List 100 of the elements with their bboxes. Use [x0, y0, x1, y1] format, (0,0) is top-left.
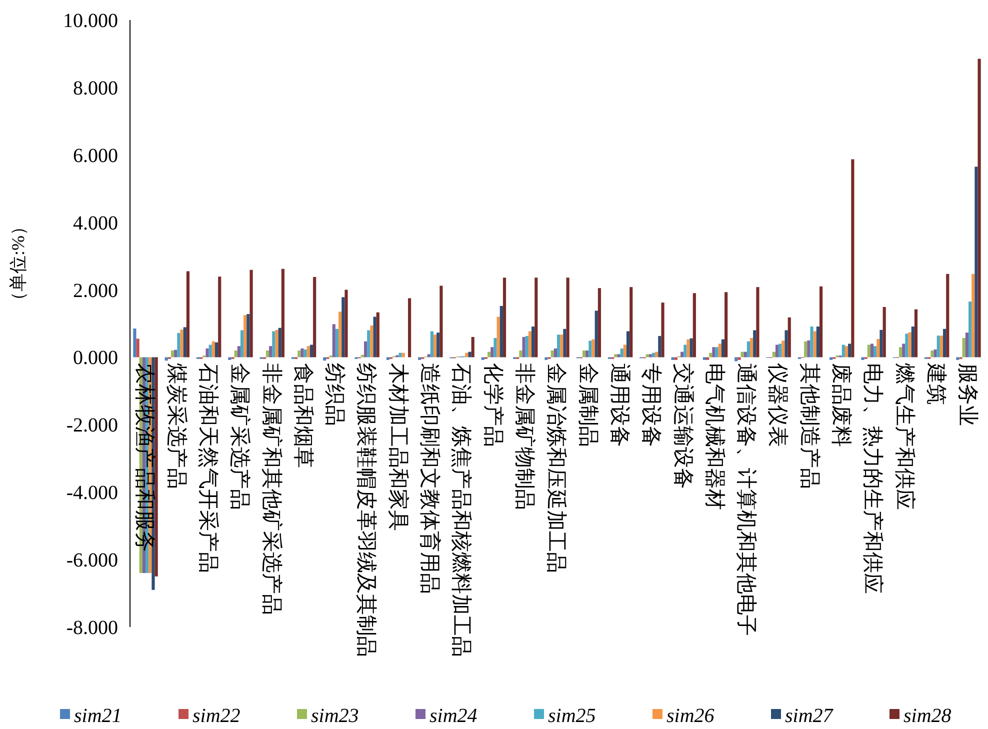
bar — [566, 278, 570, 358]
bar — [310, 344, 314, 358]
bar — [436, 332, 440, 358]
bar — [861, 357, 864, 360]
bar — [661, 302, 664, 358]
bar — [373, 316, 376, 358]
y-tick-label: -2.000 — [66, 414, 118, 437]
bar — [269, 346, 272, 358]
bar — [304, 349, 307, 358]
bar — [532, 326, 535, 358]
bar — [830, 357, 833, 360]
bar — [376, 312, 380, 358]
bar — [778, 344, 782, 358]
y-tick-label: 6.000 — [73, 144, 118, 167]
x-tick-label: 通信设备、计算机和其他电子 — [734, 363, 759, 636]
bar — [753, 330, 756, 358]
bar — [962, 338, 966, 358]
bar — [882, 306, 886, 358]
x-tick-label: 燃气生产和供应 — [892, 363, 917, 510]
bar — [544, 357, 548, 360]
bar — [490, 347, 494, 358]
legend-label: sim24 — [430, 705, 478, 727]
legend-label: sim28 — [904, 705, 952, 727]
x-tick-label: 造纸印刷和文教体育用品 — [418, 363, 442, 594]
bar — [250, 270, 253, 358]
bar — [965, 332, 968, 358]
bar — [344, 290, 348, 358]
bar — [724, 292, 728, 358]
bar — [756, 287, 760, 358]
bar — [684, 344, 687, 358]
legend-label: sim23 — [311, 705, 359, 727]
y-axis-title: （单位:%） — [8, 218, 28, 310]
bar — [332, 324, 336, 358]
bar — [206, 348, 209, 358]
bar — [974, 166, 978, 358]
bar — [788, 317, 791, 358]
y-tick-label: -4.000 — [66, 482, 118, 504]
bar — [623, 344, 626, 358]
x-tick-label: 仪器仪表 — [766, 363, 790, 448]
bar — [170, 350, 174, 358]
bar — [816, 326, 820, 358]
y-tick-label: -6.000 — [66, 550, 118, 572]
bar — [914, 309, 918, 358]
bar — [418, 357, 422, 360]
bar — [244, 315, 247, 358]
y-tick-label: 8.000 — [73, 77, 118, 100]
bar — [183, 327, 186, 358]
bar — [186, 271, 190, 358]
bar — [240, 330, 244, 358]
bar — [342, 297, 345, 358]
bar — [502, 278, 506, 358]
bar — [237, 346, 240, 358]
bar — [494, 338, 497, 358]
bar — [620, 348, 624, 358]
bar — [433, 334, 437, 358]
x-tick-label: 木材加工品和家具 — [386, 363, 410, 532]
bar — [712, 347, 716, 358]
bar — [278, 328, 282, 358]
bar — [525, 336, 528, 358]
bar — [842, 344, 845, 358]
bar — [784, 330, 788, 358]
bar — [582, 350, 586, 358]
bar — [674, 357, 678, 360]
legend-label: sim27 — [785, 705, 834, 727]
bar — [968, 302, 972, 358]
x-tick-label: 其他制造产品 — [798, 363, 822, 490]
bar — [870, 344, 874, 358]
x-tick-label: 建筑 — [924, 362, 948, 406]
x-tick-label: 金属冶炼和压延加工品 — [544, 363, 569, 574]
bar — [810, 326, 814, 358]
bar — [266, 350, 270, 358]
bar — [335, 328, 339, 358]
x-tick-label: 非金属矿和其他矿采选产品 — [260, 363, 284, 616]
bar — [554, 348, 557, 358]
x-tick-label: 专用设备 — [640, 363, 664, 448]
bar — [281, 268, 284, 358]
bar — [338, 312, 342, 358]
bar — [804, 341, 808, 358]
bar — [686, 339, 690, 358]
bar — [880, 330, 883, 358]
bar — [234, 350, 238, 358]
bar — [500, 306, 503, 358]
y-tick-label: 2.000 — [73, 280, 118, 302]
bar — [440, 286, 443, 358]
bar — [136, 338, 140, 358]
bar — [899, 347, 902, 358]
bar — [614, 354, 618, 358]
bar — [902, 344, 906, 358]
bar — [956, 357, 960, 360]
bar — [690, 338, 693, 358]
legend-label: sim25 — [548, 705, 596, 727]
bar — [592, 339, 595, 358]
x-tick-label: 服务业 — [956, 363, 980, 426]
bar — [154, 357, 158, 576]
bar — [133, 328, 136, 358]
bar — [488, 352, 491, 358]
x-tick-label: 煤炭采选产品 — [164, 363, 189, 490]
legend-label: sim26 — [666, 705, 714, 727]
bar — [408, 298, 412, 358]
bar — [208, 344, 212, 358]
